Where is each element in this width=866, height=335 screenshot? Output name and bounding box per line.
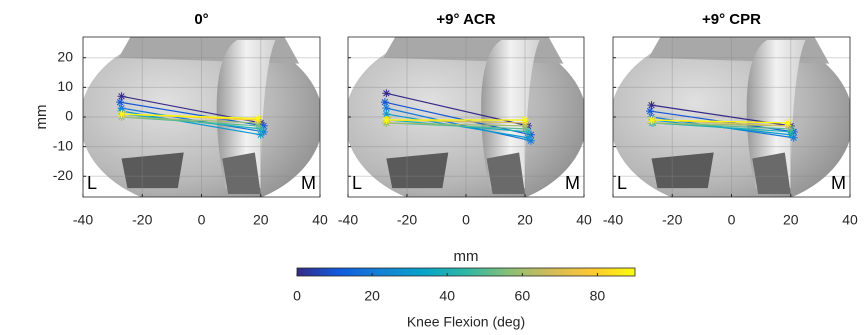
colorbar-tick-label: 60: [515, 288, 531, 304]
contact-marker: [784, 119, 792, 127]
x-tick-label: -40: [73, 212, 93, 228]
contact-marker: [521, 116, 529, 124]
side-label: M: [301, 173, 316, 193]
contact-marker: [118, 110, 126, 118]
plot-area: [345, 31, 587, 209]
colorbar-tick-label: 40: [439, 288, 455, 304]
notch: [386, 153, 448, 189]
notch-2: [752, 153, 791, 194]
panel-title: +9° ACR: [436, 11, 495, 28]
plot-area: [80, 31, 323, 209]
y-tick-label: -10: [53, 137, 73, 153]
contact-marker: [254, 114, 262, 122]
x-tick-label: -40: [603, 212, 623, 228]
side-label: M: [831, 173, 846, 193]
colorbar-tick-label: 20: [364, 288, 380, 304]
contact-marker: [382, 116, 390, 124]
contact-marker: [648, 116, 656, 124]
panel-title: 0°: [194, 11, 208, 28]
x-tick-label: -40: [338, 212, 358, 228]
x-tick-label: 0: [728, 212, 736, 228]
contact-marker: [648, 101, 656, 109]
x-tick-label: 40: [842, 212, 858, 228]
side-label: M: [565, 173, 580, 193]
x-tick-label: 20: [253, 212, 269, 228]
x-tick-label: -20: [397, 212, 417, 228]
notch: [122, 153, 184, 189]
x-axis-label: mm: [454, 248, 479, 265]
x-tick-label: -20: [132, 212, 152, 228]
side-label: L: [352, 173, 362, 193]
x-tick-label: 20: [517, 212, 533, 228]
y-tick-label: -20: [53, 167, 73, 183]
notch-2: [487, 153, 525, 194]
side-label: L: [87, 173, 97, 193]
figure: L M 0° -40 -20 0 20 40 -20 -10 0 10 20 mm L M +9° ACR -40…: [0, 0, 866, 335]
colorbar-tick-label: 80: [590, 288, 606, 304]
x-tick-label: 20: [783, 212, 799, 228]
y-tick-label: 10: [57, 78, 73, 94]
y-tick-label: 0: [65, 108, 73, 124]
y-tick-label: 20: [57, 48, 73, 64]
x-tick-label: 40: [576, 212, 592, 228]
notch: [652, 153, 714, 189]
x-tick-label: -20: [662, 212, 682, 228]
plot-area: [610, 31, 853, 209]
contact-marker: [118, 92, 126, 100]
colorbar-label: Knee Flexion (deg): [407, 314, 525, 330]
side-label: L: [617, 173, 627, 193]
x-tick-label: 40: [312, 212, 328, 228]
contact-marker: [381, 98, 389, 106]
y-axis-label: mm: [33, 105, 50, 130]
notch-2: [222, 153, 261, 194]
x-tick-label: 0: [198, 212, 206, 228]
colorbar-tick-label: 0: [293, 288, 301, 304]
x-tick-label: 0: [462, 212, 470, 228]
contact-marker: [116, 98, 124, 106]
contact-marker: [382, 89, 390, 97]
panel-title: +9° CPR: [702, 11, 761, 28]
contact-marker: [646, 107, 654, 115]
colorbar: [297, 268, 635, 276]
